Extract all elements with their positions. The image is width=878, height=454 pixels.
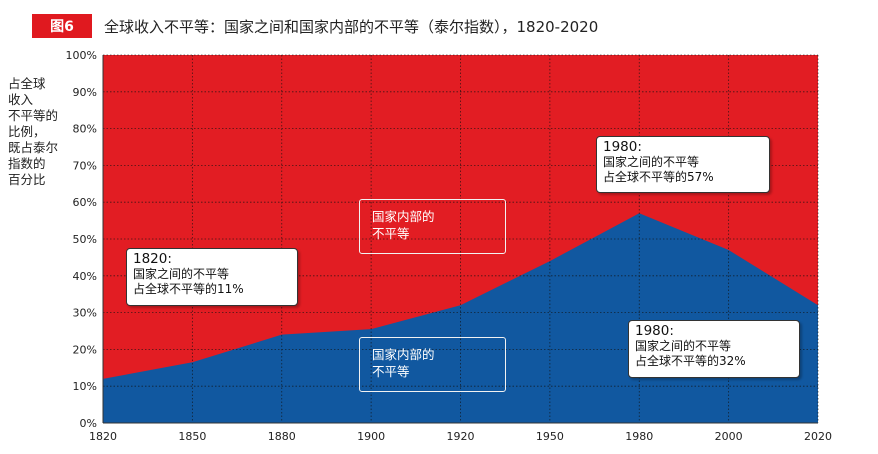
annotation-line: 占全球不平等的11%	[133, 282, 244, 296]
x-tick-label: 1900	[357, 430, 385, 443]
region-label-within-bottom: 国家内部的 不平等	[359, 337, 506, 392]
chart-title: 全球收入不平等：国家之间和国家内部的不平等（泰尔指数），1820-2020	[104, 18, 599, 36]
annotation-1980-peak: 1980: 国家之间的不平等 占全球不平等的57%	[596, 136, 770, 193]
annotation-year: 1820:	[133, 251, 172, 267]
annotation-line: 国家之间的不平等	[603, 155, 700, 169]
annotation-line: 占全球不平等的32%	[635, 354, 746, 368]
x-tick-label: 1820	[89, 430, 117, 443]
x-tick-label: 1950	[536, 430, 564, 443]
annotation-year: 1980:	[635, 323, 674, 339]
annotation-line: 国家之间的不平等	[635, 339, 732, 353]
annotation-1820: 1820: 国家之间的不平等 占全球不平等的11%	[126, 248, 298, 306]
annotation-year: 1980:	[603, 139, 642, 155]
y-tick-label: 40%	[73, 270, 97, 283]
x-tick-label: 2000	[715, 430, 743, 443]
region-label-within-top: 国家内部的 不平等	[359, 199, 506, 254]
x-tick-label: 2020	[804, 430, 832, 443]
y-tick-label: 60%	[73, 196, 97, 209]
x-tick-label: 1850	[178, 430, 206, 443]
x-tick-label: 1980	[625, 430, 653, 443]
annotation-line: 占全球不平等的57%	[603, 170, 714, 184]
y-tick-label: 100%	[66, 49, 97, 62]
y-tick-label: 30%	[73, 307, 97, 320]
y-tick-label: 80%	[73, 123, 97, 136]
x-tick-label: 1880	[268, 430, 296, 443]
figure-number-badge: 图6	[32, 14, 92, 38]
annotation-line: 国家之间的不平等	[133, 267, 230, 281]
y-tick-label: 90%	[73, 86, 97, 99]
annotation-1980-2020: 1980: 国家之间的不平等 占全球不平等的32%	[628, 320, 800, 378]
y-tick-label: 0%	[80, 417, 97, 430]
y-tick-label: 20%	[73, 343, 97, 356]
y-tick-label: 10%	[73, 380, 97, 393]
y-tick-label: 50%	[73, 233, 97, 246]
y-axis-label: 占全球 收入 不平等的 比例， 既占泰尔 指数的 百分比	[8, 76, 59, 187]
x-tick-label: 1920	[447, 430, 475, 443]
y-tick-label: 70%	[73, 159, 97, 172]
